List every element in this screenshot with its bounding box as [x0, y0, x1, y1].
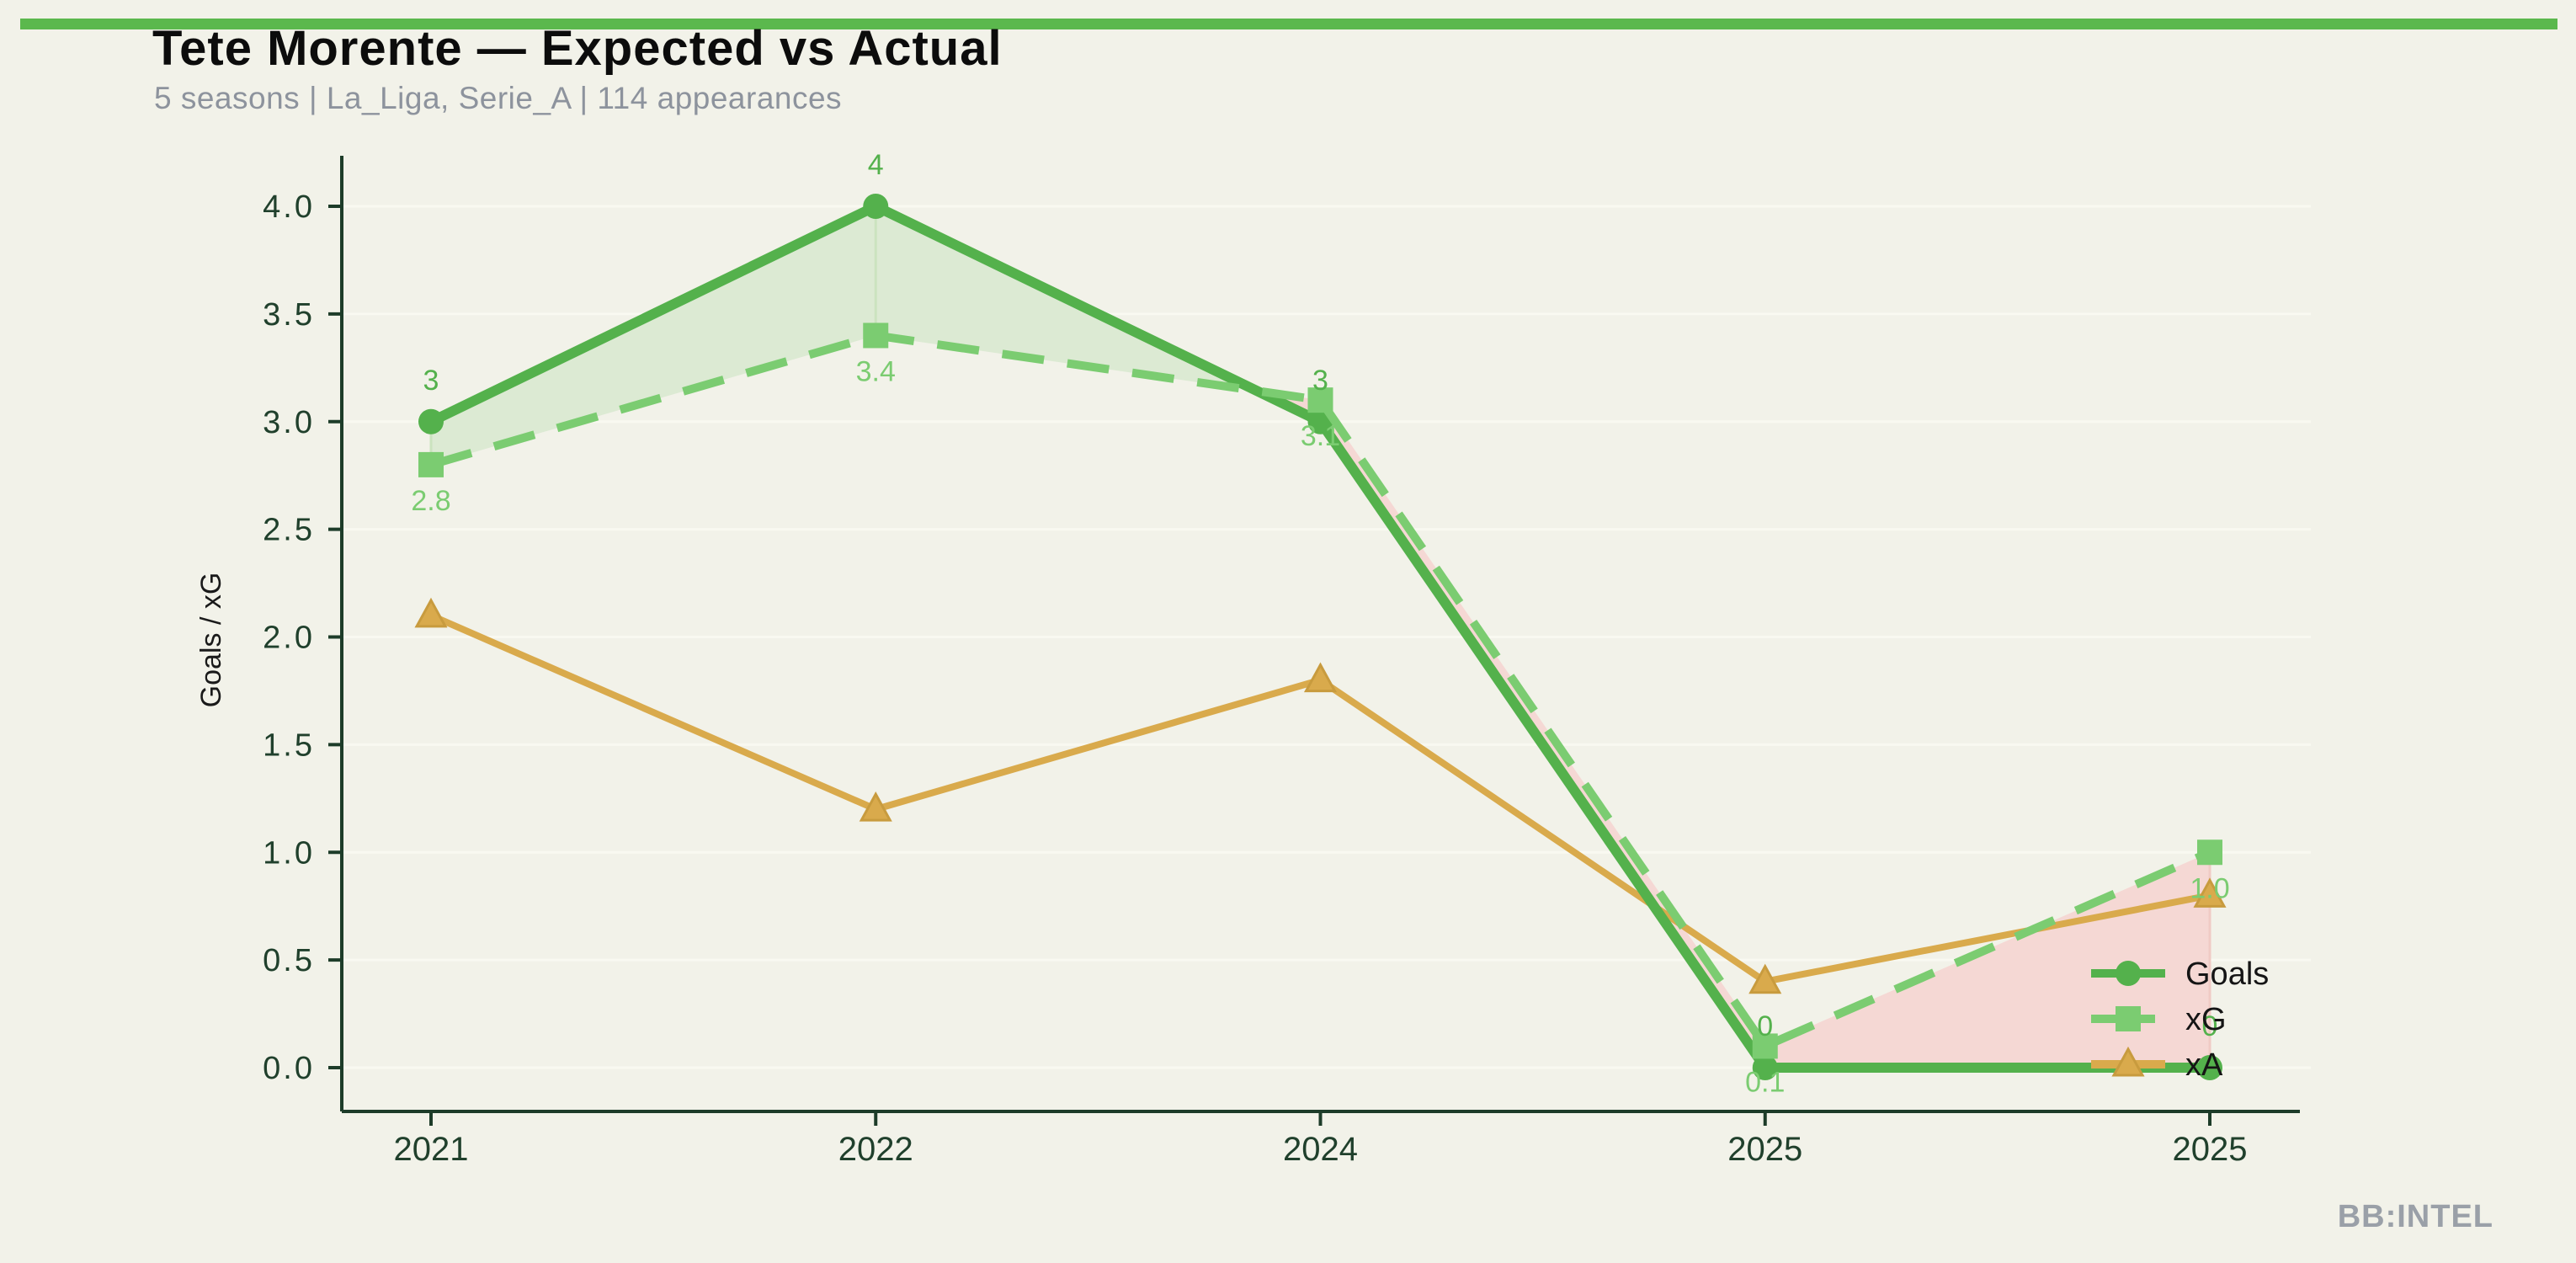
y-tick-label: 3.5 — [263, 297, 315, 333]
goals-point-label: 4 — [868, 149, 884, 181]
goals-point-marker — [418, 408, 444, 434]
goals-point-label: 0 — [2202, 1010, 2218, 1042]
goals-point-marker — [2116, 961, 2141, 986]
series-xg — [418, 322, 2222, 1059]
xg-point-marker — [2116, 1006, 2141, 1031]
xa-point-marker — [1748, 963, 1782, 994]
legend-entry-xg: xG — [2091, 1002, 2227, 1037]
axes: 0.0 0.5 1.0 1.5 2.0 2.5 3.0 3.5 4.0 2021 2022 2024 2… — [263, 156, 2300, 1168]
xg-point-label: 3.1 — [1301, 420, 1340, 452]
y-tick-label: 1.0 — [263, 835, 315, 871]
x-tick-label: 2021 — [394, 1131, 469, 1168]
fill-overperform — [431, 206, 876, 465]
y-axis-title: Goals / xG — [195, 573, 227, 708]
legend-label: xG — [2185, 1002, 2227, 1037]
series-xa — [414, 597, 2227, 994]
y-tick-label: 1.5 — [263, 727, 315, 763]
point-labels: 2.8 3.4 3.1 0.1 1.0 3 4 3 0 0 — [411, 149, 2229, 1098]
xa-point-marker — [414, 597, 448, 628]
goals-point-label: 3 — [423, 365, 439, 397]
x-tick-label: 2025 — [1727, 1131, 1802, 1168]
series-line-xg — [429, 331, 2211, 1051]
xa-point-marker — [2111, 1046, 2145, 1077]
y-tick-label: 4.0 — [263, 189, 315, 225]
y-tick-label: 3.0 — [263, 405, 315, 440]
xa-point-marker — [859, 791, 892, 822]
xa-point-marker — [1303, 662, 1338, 693]
x-tick-label: 2022 — [838, 1131, 913, 1168]
series-goals — [418, 194, 2222, 1080]
gridlines — [342, 205, 2311, 1069]
xg-point-label: 3.4 — [856, 355, 896, 387]
legend-label: xA — [2185, 1047, 2223, 1083]
legend-entry-xa: xA — [2091, 1046, 2223, 1083]
xa-point-marker — [2193, 877, 2227, 908]
goals-point-marker — [1752, 1055, 1778, 1080]
xg-point-marker — [1307, 387, 1333, 413]
goals-point-marker — [2197, 1055, 2222, 1080]
x-tick-label: 2024 — [1283, 1131, 1358, 1168]
x-tick-label: 2025 — [2173, 1131, 2248, 1168]
xg-point-label: 1.0 — [2190, 872, 2229, 904]
y-tick-label: 0.0 — [263, 1051, 315, 1086]
xg-point-marker — [1752, 1033, 1778, 1059]
y-tick-label: 2.0 — [263, 621, 315, 656]
chart-title: Tete Morente — Expected vs Actual — [152, 21, 1003, 76]
legend: Goals xG xA — [2091, 957, 2269, 1083]
xg-point-marker — [418, 451, 444, 477]
legend-label: Goals — [2185, 957, 2269, 992]
goals-point-label: 3 — [1312, 365, 1328, 397]
accent-bar — [20, 19, 2557, 29]
y-tick-label: 0.5 — [263, 943, 315, 978]
goals-point-label: 0 — [1757, 1010, 1773, 1042]
y-tick-label: 2.5 — [263, 513, 315, 548]
chart-subtitle: 5 seasons | La_Liga, Serie_A | 114 appea… — [154, 81, 843, 115]
xg-point-label: 0.1 — [1745, 1066, 1785, 1098]
watermark: BB:INTEL — [2337, 1199, 2494, 1234]
legend-entry-goals: Goals — [2091, 957, 2269, 992]
xg-point-marker — [863, 322, 889, 349]
xg-point-marker — [2197, 839, 2222, 866]
goals-point-marker — [863, 194, 889, 219]
fill-underperform — [1764, 852, 2210, 1068]
xg-point-label: 2.8 — [411, 485, 450, 517]
